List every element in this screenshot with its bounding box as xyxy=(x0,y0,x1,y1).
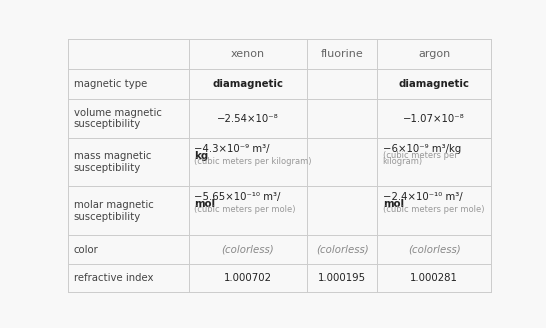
Text: −6×10⁻⁹ m³/kg: −6×10⁻⁹ m³/kg xyxy=(383,144,461,154)
Text: 1.000195: 1.000195 xyxy=(318,273,366,283)
Text: −5.65×10⁻¹⁰ m³/: −5.65×10⁻¹⁰ m³/ xyxy=(194,192,281,202)
Text: −1.07×10⁻⁸: −1.07×10⁻⁸ xyxy=(403,113,465,124)
Text: molar magnetic
susceptibility: molar magnetic susceptibility xyxy=(74,200,153,221)
Text: 1.000702: 1.000702 xyxy=(224,273,272,283)
Text: refractive index: refractive index xyxy=(74,273,153,283)
Text: (cubic meters per: (cubic meters per xyxy=(383,151,458,160)
Text: xenon: xenon xyxy=(231,49,265,59)
Text: mass magnetic
susceptibility: mass magnetic susceptibility xyxy=(74,151,151,173)
Text: mol: mol xyxy=(194,199,216,209)
Text: magnetic type: magnetic type xyxy=(74,79,147,89)
Text: kg: kg xyxy=(194,151,209,161)
Text: mol: mol xyxy=(383,199,404,209)
Text: −4.3×10⁻⁹ m³/: −4.3×10⁻⁹ m³/ xyxy=(194,144,270,154)
Text: 1.000281: 1.000281 xyxy=(411,273,458,283)
Text: (colorless): (colorless) xyxy=(222,245,275,255)
Text: diamagnetic: diamagnetic xyxy=(212,79,283,89)
Text: volume magnetic
susceptibility: volume magnetic susceptibility xyxy=(74,108,162,129)
Text: (cubic meters per mole): (cubic meters per mole) xyxy=(194,205,296,214)
Text: (cubic meters per mole): (cubic meters per mole) xyxy=(383,205,484,214)
Text: fluorine: fluorine xyxy=(321,49,364,59)
Text: −2.54×10⁻⁸: −2.54×10⁻⁸ xyxy=(217,113,279,124)
Text: diamagnetic: diamagnetic xyxy=(399,79,470,89)
Text: argon: argon xyxy=(418,49,450,59)
Text: (colorless): (colorless) xyxy=(408,245,461,255)
Text: −2.4×10⁻¹⁰ m³/: −2.4×10⁻¹⁰ m³/ xyxy=(383,192,462,202)
Text: (colorless): (colorless) xyxy=(316,245,369,255)
Text: color: color xyxy=(74,245,98,255)
Text: (cubic meters per kilogram): (cubic meters per kilogram) xyxy=(194,157,312,166)
Text: kilogram): kilogram) xyxy=(383,157,423,166)
